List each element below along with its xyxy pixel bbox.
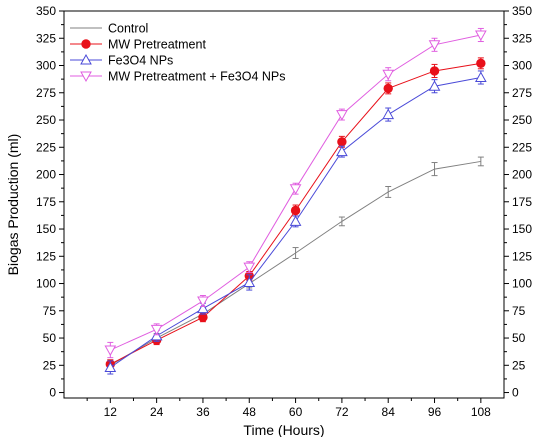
data-point	[150, 329, 163, 341]
y-tick-label-right: 225	[512, 140, 532, 154]
legend-marker	[80, 53, 92, 65]
data-point	[336, 145, 348, 157]
series-2	[104, 70, 487, 375]
y-tick-label-left: 350	[36, 4, 56, 18]
x-axis-title: Time (Hours)	[243, 422, 324, 437]
data-point	[428, 80, 441, 91]
legend-label: Control	[108, 22, 148, 36]
legend-item-2: Fe3O4 NPs	[70, 54, 173, 68]
data-point	[429, 66, 440, 76]
data-point	[428, 40, 441, 51]
y-tick-label-left: 75	[43, 304, 57, 318]
y-tick-label-left: 0	[49, 386, 56, 400]
x-tick-label: 12	[104, 405, 118, 419]
series-3	[104, 27, 487, 359]
data-point	[243, 276, 256, 287]
data-point	[104, 345, 117, 357]
y-tick-label-left: 225	[36, 140, 56, 154]
y-tick-label-right: 275	[512, 86, 532, 100]
y-tick-label-left: 100	[36, 277, 56, 291]
legend-item-3: MW Pretreatment + Fe3O4 NPs	[70, 70, 285, 84]
data-point	[474, 71, 487, 82]
legend: Control MW Pretreatment Fe3O4 NPs MW Pretre…	[70, 22, 285, 84]
y-tick-label-right: 75	[512, 304, 526, 318]
legend-item-0: Control	[70, 22, 148, 36]
legend-label: MW Pretreatment + Fe3O4 NPs	[108, 70, 285, 84]
data-point	[476, 58, 486, 69]
axes-layer: 0 0 25 25 50 50 75 75 100 100 125 125 150 150 175 175 20…	[36, 4, 532, 419]
x-tick-label: 60	[289, 405, 303, 419]
data-point	[382, 69, 395, 81]
y-tick-label-right: 175	[512, 195, 532, 209]
y-tick-label-right: 50	[512, 331, 526, 345]
y-axis-title: Biogas Production (ml)	[5, 134, 21, 276]
x-tick-label: 36	[196, 405, 210, 419]
data-point	[383, 83, 393, 94]
data-point	[336, 110, 348, 121]
x-tick-label: 108	[471, 405, 491, 419]
x-tick-label: 72	[335, 405, 349, 419]
y-tick-label-right: 125	[512, 249, 532, 263]
x-tick-label: 84	[382, 405, 396, 419]
y-tick-label-left: 125	[36, 249, 56, 263]
y-tick-label-right: 300	[512, 59, 532, 73]
plot-frame	[63, 10, 505, 399]
legend-label: Fe3O4 NPs	[108, 54, 173, 68]
series-1	[105, 57, 486, 370]
data-point	[197, 302, 209, 314]
data-point	[289, 215, 302, 226]
data-point	[104, 361, 117, 372]
data-point	[150, 324, 163, 336]
y-tick-label-left: 175	[36, 195, 56, 209]
x-tick-label: 24	[150, 405, 164, 419]
y-tick-label-right: 250	[512, 113, 532, 127]
data-point	[474, 30, 487, 42]
legend-label: MW Pretreatment	[108, 38, 206, 52]
data-point	[289, 184, 302, 195]
y-tick-label-right: 0	[512, 386, 519, 400]
y-tick-label-right: 100	[512, 277, 532, 291]
series-layer	[104, 27, 487, 375]
y-tick-label-left: 25	[43, 358, 57, 372]
y-tick-label-right: 25	[512, 358, 526, 372]
data-point	[382, 108, 395, 120]
x-tick-label: 96	[428, 405, 442, 419]
y-tick-label-left: 325	[36, 31, 56, 45]
y-tick-label-right: 325	[512, 31, 532, 45]
y-tick-label-right: 350	[512, 4, 532, 18]
y-tick-label-right: 200	[512, 168, 532, 182]
y-tick-label-right: 150	[512, 222, 532, 236]
y-tick-label-left: 200	[36, 168, 56, 182]
y-tick-label-left: 300	[36, 59, 56, 73]
y-tick-label-left: 275	[36, 86, 56, 100]
legend-marker	[80, 71, 92, 83]
y-tick-label-left: 150	[36, 222, 56, 236]
data-point	[243, 262, 256, 274]
y-tick-label-left: 250	[36, 113, 56, 127]
y-tick-label-left: 50	[43, 331, 57, 345]
x-tick-label: 48	[243, 405, 257, 419]
legend-item-1: MW Pretreatment	[70, 38, 206, 52]
data-point	[197, 296, 209, 308]
data-point	[290, 205, 301, 216]
data-point	[337, 137, 347, 147]
legend-marker	[81, 39, 91, 49]
